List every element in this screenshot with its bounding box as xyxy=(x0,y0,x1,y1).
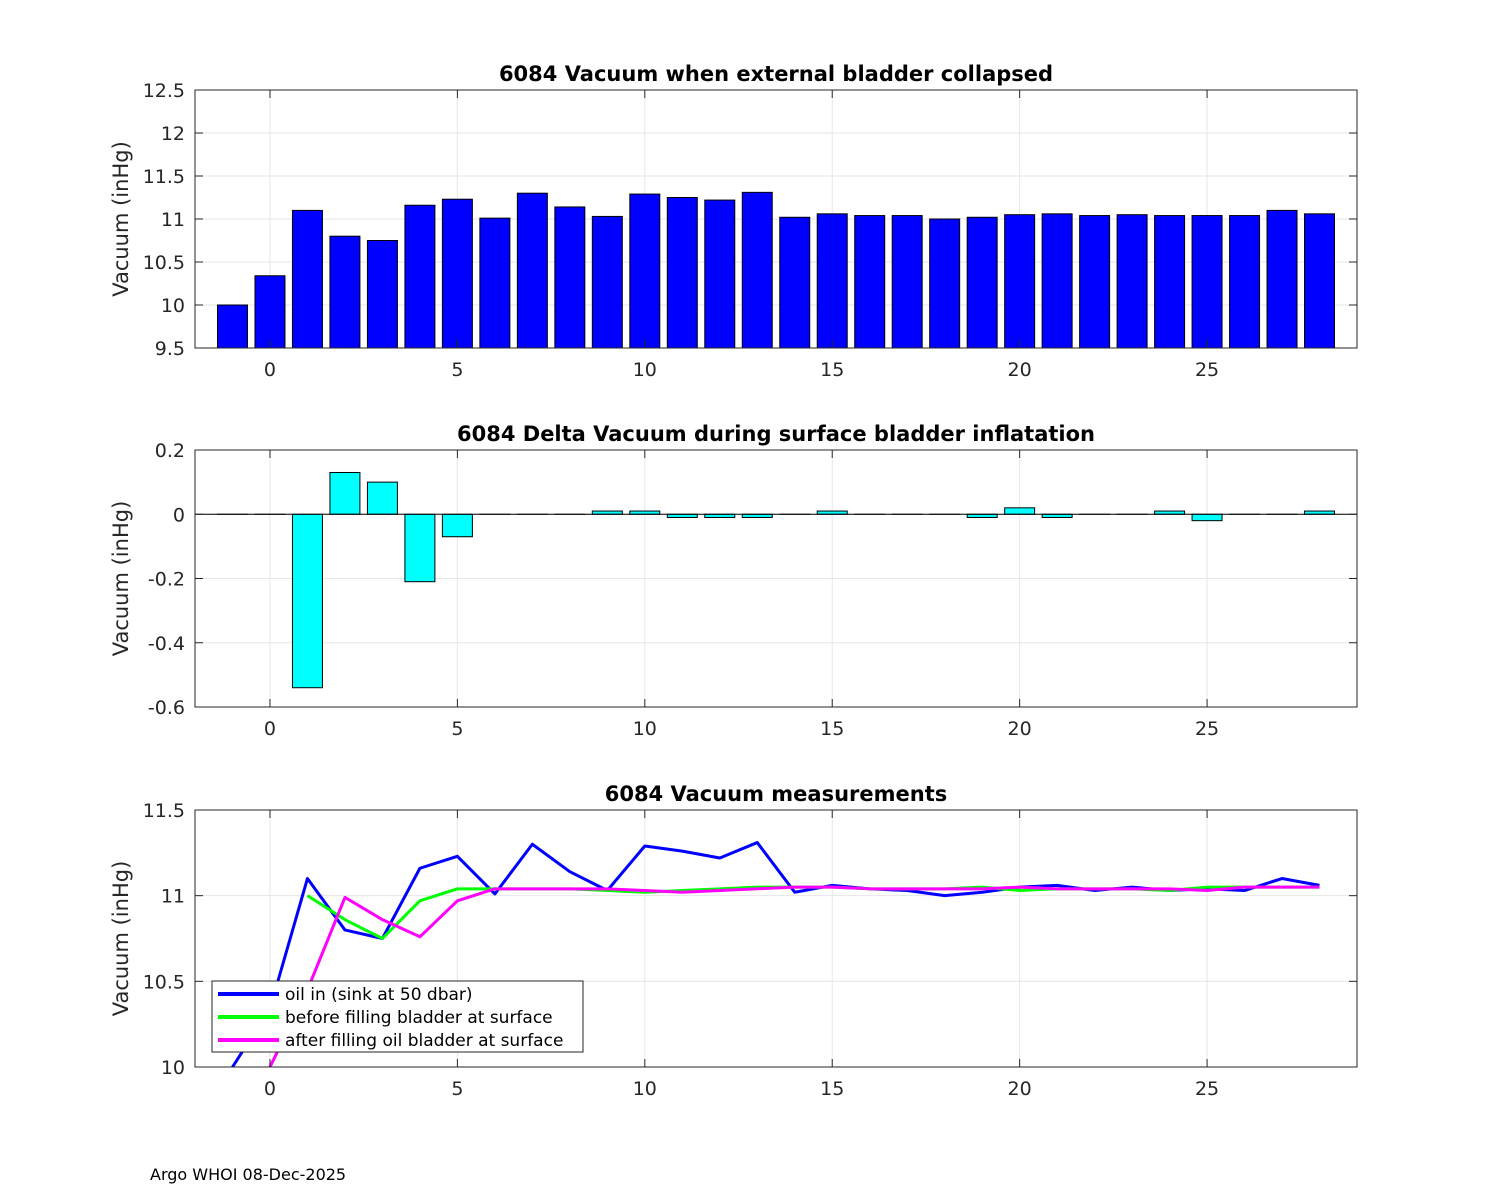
bar xyxy=(441,198,473,349)
y-tick-label: -0.6 xyxy=(148,697,185,719)
y-axis-label: Vacuum (inHg) xyxy=(109,501,133,657)
bar xyxy=(741,191,773,349)
bar xyxy=(666,197,698,349)
y-axis-label: Vacuum (inHg) xyxy=(109,141,133,297)
x-tick-label: 20 xyxy=(1008,359,1032,381)
y-tick-label: -0.4 xyxy=(148,633,185,655)
bar xyxy=(1154,215,1186,349)
y-tick-label: 12 xyxy=(161,123,185,145)
x-tick-label: 0 xyxy=(264,718,276,740)
y-tick-label: 0.2 xyxy=(155,440,185,462)
bar xyxy=(366,240,398,349)
bar xyxy=(1304,213,1336,349)
bar xyxy=(929,218,961,349)
bar xyxy=(216,304,248,349)
bar xyxy=(329,235,361,349)
y-tick-label: 10 xyxy=(161,1057,185,1079)
y-tick-label: 11.5 xyxy=(143,166,185,188)
bar xyxy=(441,513,473,538)
bar xyxy=(1004,214,1036,349)
x-tick-label: 15 xyxy=(820,359,844,381)
y-tick-label: 0 xyxy=(173,504,185,526)
legend-entry: after filling oil bladder at surface xyxy=(285,1031,563,1051)
x-tick-label: 5 xyxy=(451,718,463,740)
bar xyxy=(254,275,286,349)
x-tick-label: 0 xyxy=(264,359,276,381)
x-tick-label: 10 xyxy=(633,359,657,381)
bar xyxy=(1116,214,1148,349)
bar xyxy=(704,199,736,349)
bar xyxy=(591,215,623,349)
x-tick-label: 20 xyxy=(1008,718,1032,740)
chart-panel-1: 0 5 10 15 20 25 9.5 10 10.5 11 11.5 12 12.5 6084 Vacu… xyxy=(109,62,1358,381)
bar xyxy=(891,215,923,349)
y-axis-label: Vacuum (inHg) xyxy=(109,861,133,1017)
x-tick-label: 25 xyxy=(1195,718,1219,740)
x-tick-label: 15 xyxy=(820,718,844,740)
chart-title: 6084 Vacuum when external bladder collap… xyxy=(499,62,1053,86)
chart-panel-3: 0 5 10 15 20 25 10 10.5 11 11.5 6084 Vacuum measur… xyxy=(109,782,1358,1100)
chart-title: 6084 Delta Vacuum during surface bladder… xyxy=(457,422,1095,446)
bar xyxy=(1041,213,1073,349)
bar xyxy=(1004,507,1036,515)
bar xyxy=(779,216,811,349)
axes-box xyxy=(194,809,1358,1068)
bar xyxy=(291,209,323,349)
bar xyxy=(516,192,548,349)
bar xyxy=(1079,215,1111,349)
chart-panel-2: 0 5 10 15 20 25 -0.6 -0.4 -0.2 0 0.2 6084 Delta Vac… xyxy=(109,422,1358,740)
bar xyxy=(1191,513,1223,522)
x-tick-label: 25 xyxy=(1195,359,1219,381)
bar xyxy=(629,193,661,349)
y-tick-label: 10 xyxy=(161,295,185,317)
y-tick-label: 10.5 xyxy=(143,252,185,274)
y-tick-label: 12.5 xyxy=(143,80,185,102)
footer-credit: Argo WHOI 08-Dec-2025 xyxy=(150,1165,347,1184)
x-tick-label: 20 xyxy=(1008,1078,1032,1100)
bar xyxy=(404,513,436,583)
y-tick-label: 11 xyxy=(161,886,185,908)
bar xyxy=(1266,209,1298,349)
x-tick-label: 5 xyxy=(451,359,463,381)
bar xyxy=(329,471,361,515)
bar xyxy=(854,215,886,349)
x-tick-label: 5 xyxy=(451,1078,463,1100)
y-tick-label: 9.5 xyxy=(155,338,185,360)
bar xyxy=(554,206,586,349)
bar xyxy=(966,216,998,349)
legend-entry: oil in (sink at 50 dbar) xyxy=(285,985,473,1005)
bar xyxy=(1191,215,1223,349)
x-tick-label: 0 xyxy=(264,1078,276,1100)
bar xyxy=(816,213,848,349)
bar xyxy=(404,204,436,349)
y-tick-label: 11.5 xyxy=(143,800,185,822)
chart-title: 6084 Vacuum measurements xyxy=(605,782,948,806)
legend-entry: before filling bladder at surface xyxy=(285,1008,553,1028)
bar xyxy=(479,217,511,349)
bar xyxy=(1229,215,1261,349)
y-tick-label: 11 xyxy=(161,209,185,231)
x-tick-label: 15 xyxy=(820,1078,844,1100)
series-line xyxy=(268,885,1320,1067)
x-tick-label: 10 xyxy=(633,1078,657,1100)
y-tick-label: -0.2 xyxy=(148,569,185,591)
bar xyxy=(291,513,323,689)
x-tick-label: 25 xyxy=(1195,1078,1219,1100)
bar xyxy=(366,481,398,515)
x-tick-label: 10 xyxy=(633,718,657,740)
y-tick-label: 10.5 xyxy=(143,971,185,993)
